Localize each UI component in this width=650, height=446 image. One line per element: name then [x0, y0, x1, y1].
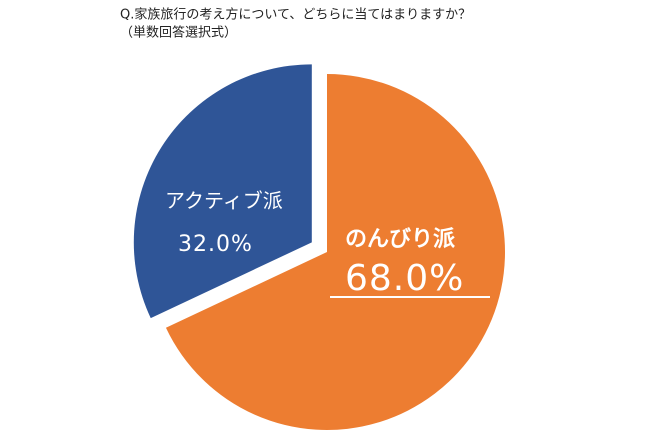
chart-title: Q.家族旅行の考え方について、どちらに当てはまりますか？ — [120, 7, 471, 23]
slice-label: アクティブ派 — [165, 189, 283, 213]
value-label: 68.0% — [345, 258, 464, 299]
value-label: 32.0% — [178, 232, 253, 257]
slice-label: のんびり派 — [345, 227, 455, 252]
chart-subtitle: （単数回答選択式） — [120, 25, 237, 41]
pie-slice — [133, 64, 312, 319]
pie-slice — [165, 74, 505, 430]
